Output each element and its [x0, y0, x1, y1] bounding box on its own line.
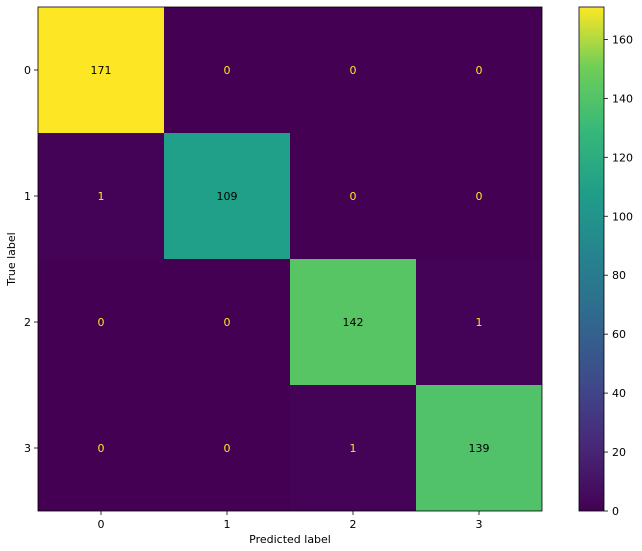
heatmap-cell — [290, 133, 416, 259]
x-tick-label: 1 — [224, 518, 231, 531]
y-tick-label: 3 — [24, 442, 31, 455]
colorbar-tick-label: 140 — [612, 92, 633, 105]
heatmap-cell — [164, 385, 290, 511]
colorbar-tick-label: 80 — [612, 269, 626, 282]
cell-value-label: 1 — [98, 190, 105, 203]
cell-value-label: 0 — [98, 442, 105, 455]
colorbar: 0 20 40 60 80 100 120 140 160 — [578, 6, 633, 518]
cell-value-label: 171 — [91, 64, 112, 77]
heatmap-cell — [416, 7, 542, 133]
colorbar-tick-label: 60 — [612, 328, 626, 341]
colorbar-tick-label: 120 — [612, 151, 633, 164]
heatmap-cell — [38, 259, 164, 385]
cell-value-label: 142 — [343, 316, 364, 329]
heatmap-cell — [164, 133, 290, 259]
y-axis: 0 1 2 3 — [24, 64, 38, 455]
colorbar-ticks: 0 20 40 60 80 100 120 140 160 — [604, 33, 633, 518]
colorbar-tick-label: 20 — [612, 446, 626, 459]
cell-value-label: 0 — [224, 316, 231, 329]
heatmap-cell — [416, 259, 542, 385]
x-tick-label: 0 — [98, 518, 105, 531]
heatmap-cell — [416, 133, 542, 259]
x-tick-label: 3 — [476, 518, 483, 531]
cell-value-label: 0 — [476, 190, 483, 203]
cell-value-label: 0 — [98, 316, 105, 329]
y-axis-label: True label — [5, 232, 18, 286]
cell-value-labels: 171 0 0 0 1 109 0 0 0 0 142 1 0 0 1 139 — [91, 64, 490, 455]
cell-value-label: 1 — [476, 316, 483, 329]
x-axis: 0 1 2 3 — [98, 511, 483, 531]
y-tick-label: 2 — [24, 316, 31, 329]
heatmap-cell — [416, 385, 542, 511]
heatmap-cell — [38, 133, 164, 259]
heatmap-cell — [38, 385, 164, 511]
cell-value-label: 139 — [469, 442, 490, 455]
heatmap-cell — [290, 7, 416, 133]
x-axis-label: Predicted label — [249, 533, 331, 546]
cell-value-label: 0 — [476, 64, 483, 77]
cell-value-label: 0 — [350, 190, 357, 203]
colorbar-tick-label: 100 — [612, 210, 633, 223]
colorbar-tick-label: 160 — [612, 33, 633, 46]
heatmap-cell — [164, 7, 290, 133]
heatmap-cell — [290, 259, 416, 385]
colorbar-tick-label: 40 — [612, 387, 626, 400]
colorbar-gradient — [578, 6, 605, 512]
colorbar-tick-label: 0 — [612, 505, 619, 518]
cell-value-label: 109 — [217, 190, 238, 203]
cell-value-label: 1 — [350, 442, 357, 455]
cell-value-label: 0 — [224, 64, 231, 77]
cell-value-label: 0 — [350, 64, 357, 77]
x-tick-label: 2 — [350, 518, 357, 531]
y-tick-label: 0 — [24, 64, 31, 77]
heatmap-cell — [290, 385, 416, 511]
y-tick-label: 1 — [24, 190, 31, 203]
heatmap-cell — [164, 259, 290, 385]
heatmap-cells — [38, 7, 542, 511]
plot-frame — [37, 6, 543, 512]
heatmap-cell — [38, 7, 164, 133]
cell-value-label: 0 — [224, 442, 231, 455]
